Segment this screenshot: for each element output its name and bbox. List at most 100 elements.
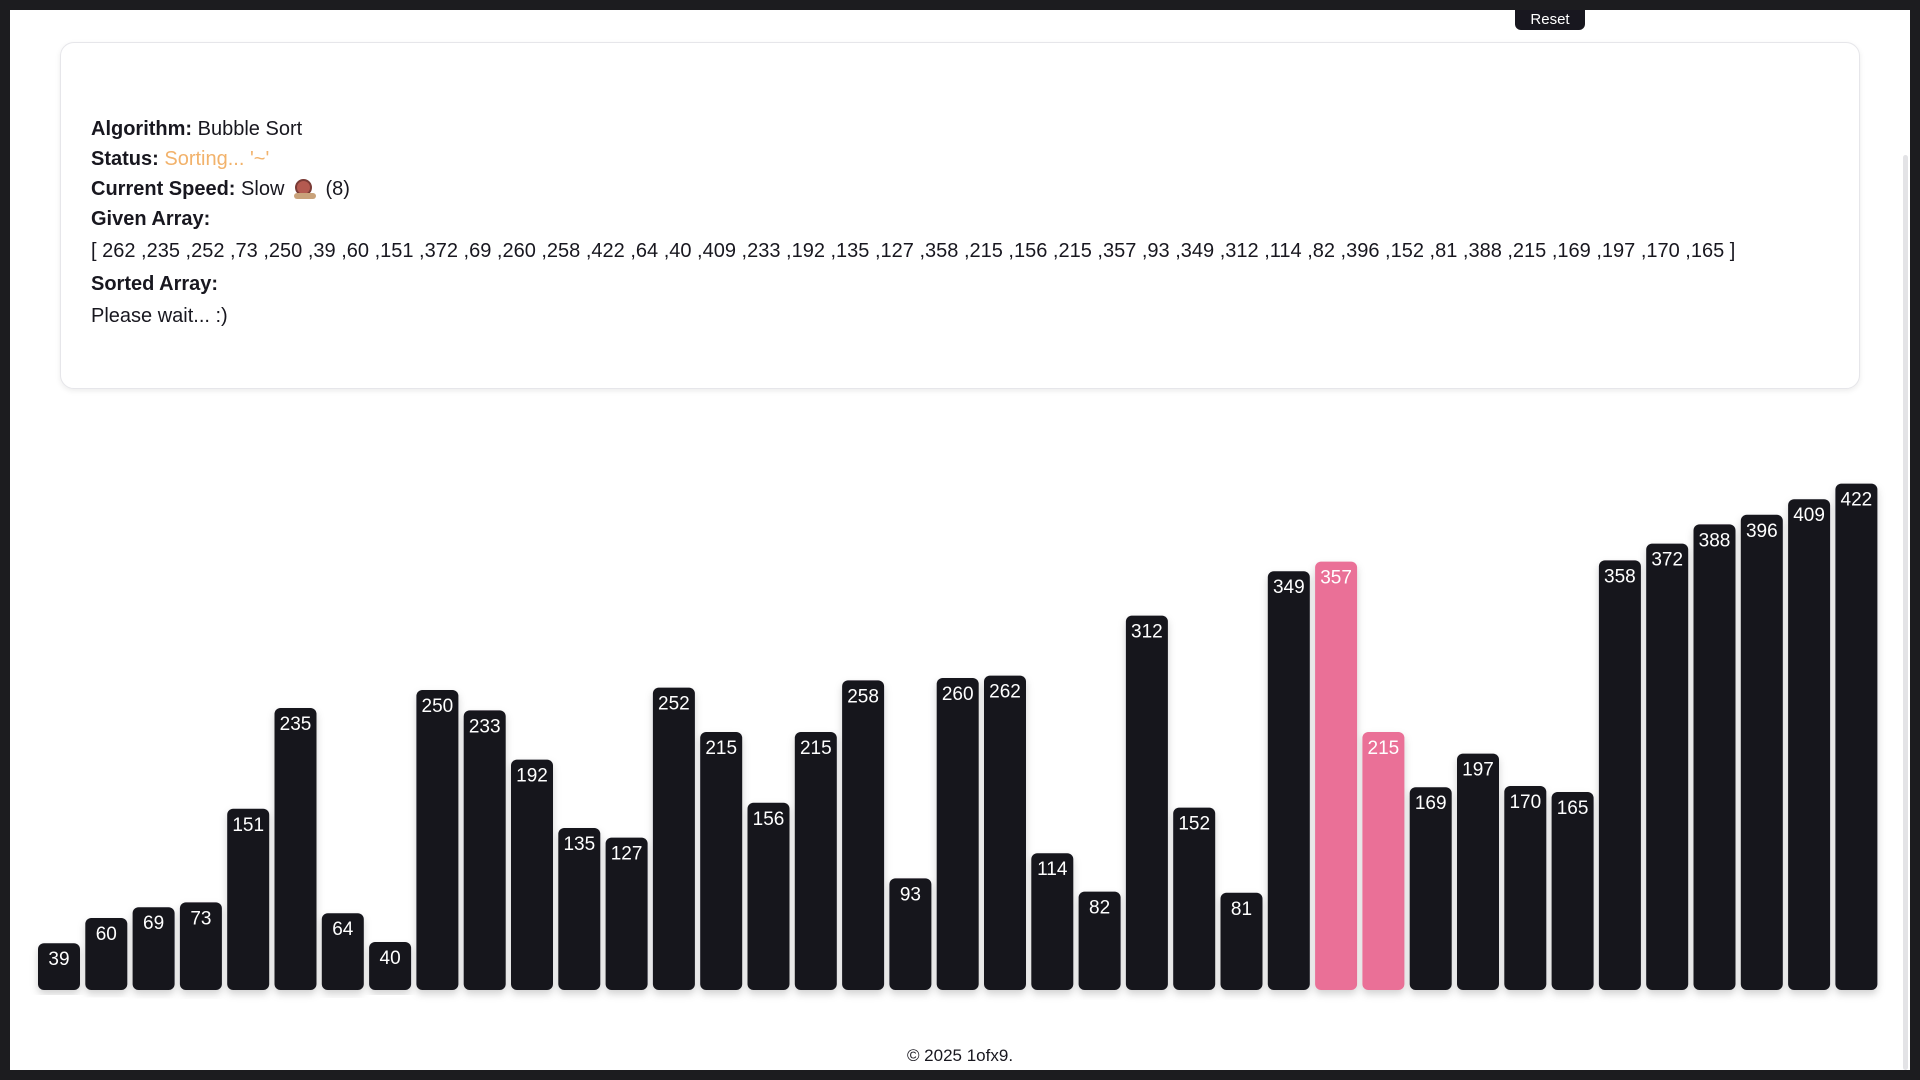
bar xyxy=(1173,807,1216,990)
bar-value-label: 409 xyxy=(1793,505,1825,526)
bar xyxy=(38,943,80,990)
bar-value-label: 135 xyxy=(563,834,595,855)
bar-value-label: 349 xyxy=(1273,577,1305,598)
bar-value-label: 422 xyxy=(1841,490,1873,511)
bar xyxy=(1031,853,1074,990)
algorithm-value: Bubble Sort xyxy=(197,118,303,140)
bar xyxy=(558,828,601,990)
bar xyxy=(794,732,837,990)
bar xyxy=(85,918,128,990)
bar-value-label: 215 xyxy=(705,738,737,759)
bar xyxy=(274,708,317,990)
bar xyxy=(1125,615,1168,990)
bar xyxy=(984,675,1026,990)
bar xyxy=(1835,483,1878,990)
bar xyxy=(936,678,979,990)
bar-value-label: 396 xyxy=(1746,521,1778,542)
bar xyxy=(1598,560,1641,990)
bar xyxy=(1078,891,1121,990)
given-array-label: Given Array: xyxy=(91,208,211,230)
bar-value-label: 388 xyxy=(1699,530,1731,551)
bar-value-label: 250 xyxy=(422,696,454,717)
bar-value-label: 156 xyxy=(753,809,785,830)
given-array-heading: Given Array: xyxy=(91,204,1859,234)
bar xyxy=(1315,561,1358,990)
bar xyxy=(1267,571,1310,990)
bar-value-label: 357 xyxy=(1320,568,1352,589)
bar-value-label: 127 xyxy=(611,844,643,865)
bar xyxy=(369,942,412,990)
bar-value-label: 60 xyxy=(96,924,117,945)
bar-value-label: 233 xyxy=(469,716,501,737)
bar xyxy=(1693,524,1736,990)
bar xyxy=(1504,786,1547,990)
speed-label: Current Speed: xyxy=(91,178,236,200)
bar xyxy=(1740,514,1783,990)
bar-value-label: 39 xyxy=(48,949,69,970)
bar-value-label: 152 xyxy=(1178,814,1210,835)
sorted-array-label: Sorted Array: xyxy=(91,273,219,295)
bar xyxy=(842,680,885,990)
bar xyxy=(179,902,222,990)
bar-chart: 39 60 69 73 151 235 64 40 250 233 192 135 127 252 215 1… xyxy=(38,483,1878,990)
bar xyxy=(463,710,506,990)
bar-value-label: 169 xyxy=(1415,793,1447,814)
bar xyxy=(1457,753,1499,990)
status-label: Status: xyxy=(91,148,159,170)
bar xyxy=(227,808,270,990)
bar-value-label: 312 xyxy=(1131,622,1163,643)
algorithm-label: Algorithm: xyxy=(91,118,193,140)
bar-value-label: 64 xyxy=(332,919,354,940)
scrollbar[interactable] xyxy=(1903,155,1908,1070)
speed-level: (8) xyxy=(325,178,350,200)
bar-value-label: 151 xyxy=(232,815,264,836)
bar-value-label: 82 xyxy=(1089,898,1110,919)
bar-value-label: 215 xyxy=(800,738,832,759)
bar xyxy=(511,759,553,990)
bar-value-label: 93 xyxy=(900,884,921,905)
bar-value-label: 372 xyxy=(1651,550,1683,571)
bar xyxy=(321,913,364,990)
bar-value-label: 197 xyxy=(1462,760,1494,781)
bar-value-label: 262 xyxy=(989,682,1021,703)
bar xyxy=(1551,792,1594,990)
status-value: Sorting... '~' xyxy=(164,148,270,170)
snail-icon xyxy=(293,177,316,199)
speed-value: Slow xyxy=(241,178,285,200)
bar-value-label: 73 xyxy=(190,908,211,929)
bar xyxy=(132,907,175,990)
bar-value-label: 192 xyxy=(516,766,548,787)
algorithm-line: Algorithm: Bubble Sort xyxy=(91,114,1859,144)
sorted-array-value: Please wait... :) xyxy=(91,305,228,327)
bar xyxy=(605,837,648,990)
speed-line: Current Speed: Slow (8) xyxy=(91,174,1859,204)
bar xyxy=(1409,787,1452,990)
bar-value-label: 114 xyxy=(1037,859,1068,880)
bar xyxy=(1646,543,1689,990)
bar-value-label: 165 xyxy=(1557,798,1589,819)
given-array-values: [ 262 ,235 ,252 ,73 ,250 ,39 ,60 ,151 ,3… xyxy=(91,240,1736,262)
bar-value-label: 215 xyxy=(1368,738,1400,759)
bar-value-label: 235 xyxy=(280,714,312,735)
bar-value-label: 252 xyxy=(658,694,690,715)
bar xyxy=(1220,892,1263,990)
bar xyxy=(747,802,790,990)
sorted-array-heading: Sorted Array: xyxy=(91,269,1859,299)
bar xyxy=(416,690,459,990)
bar-value-label: 170 xyxy=(1509,792,1541,813)
bar xyxy=(1362,732,1405,990)
status-line: Status: Sorting... '~' xyxy=(91,144,1859,174)
bar xyxy=(1788,499,1831,990)
bar xyxy=(652,687,695,990)
reset-button[interactable]: Reset xyxy=(1515,10,1585,30)
bar xyxy=(889,878,932,990)
app-viewport: Reset Algorithm: Bubble Sort Status: Sor… xyxy=(10,10,1910,1070)
bar-value-label: 40 xyxy=(380,948,401,969)
footer-copyright: © 2025 1ofx9. xyxy=(906,1046,1014,1065)
bar-value-label: 260 xyxy=(942,684,974,705)
bar-value-label: 81 xyxy=(1231,899,1252,920)
bar-value-label: 258 xyxy=(847,686,879,707)
bar-value-label: 358 xyxy=(1604,566,1636,587)
info-card: Algorithm: Bubble Sort Status: Sorting..… xyxy=(60,42,1860,389)
bar-value-label: 69 xyxy=(143,913,164,934)
